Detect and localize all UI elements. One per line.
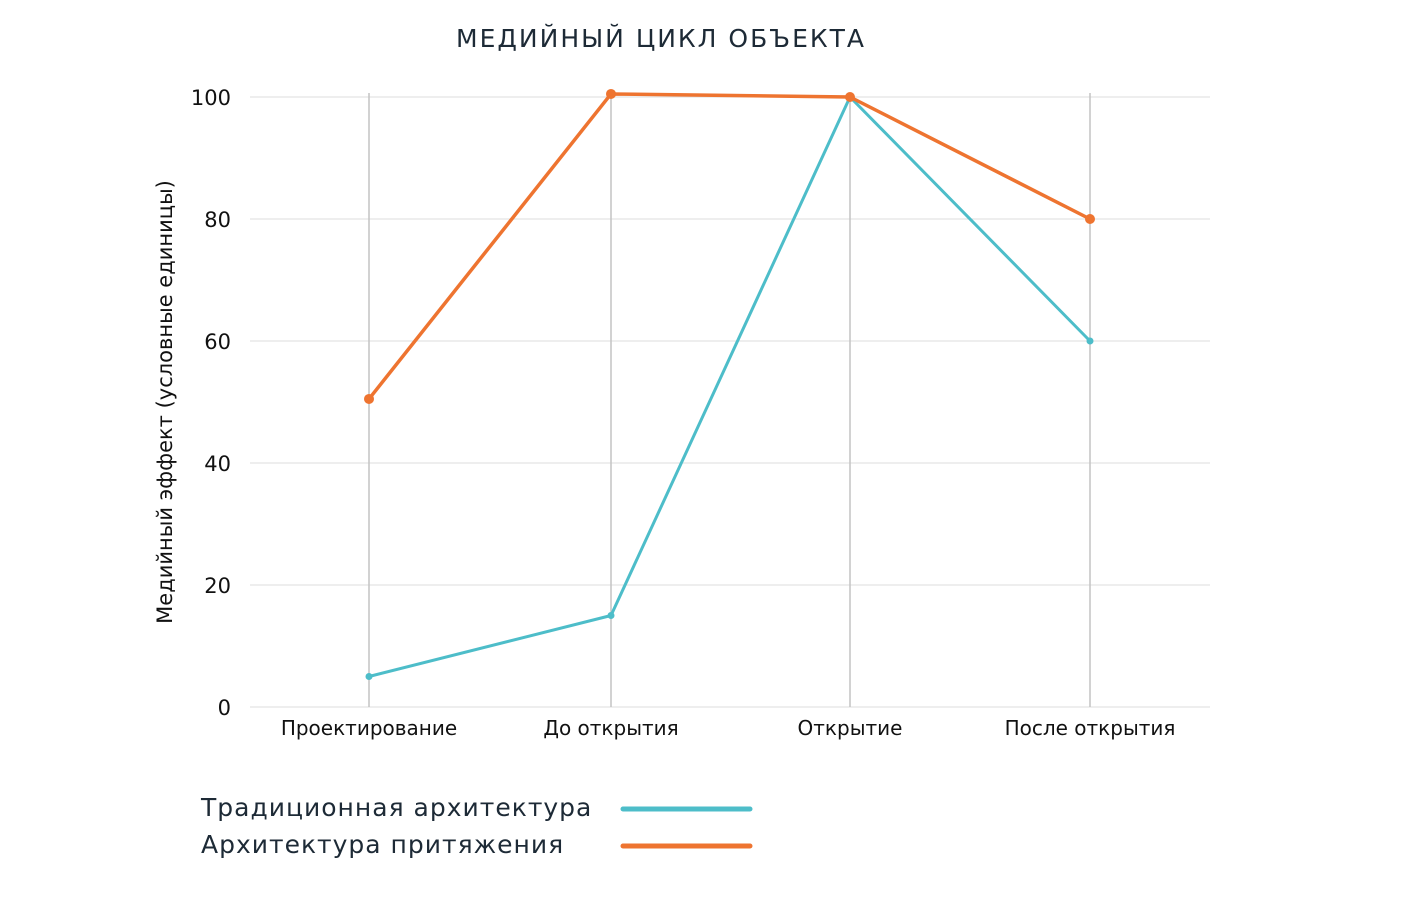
y-tick-label: 80 xyxy=(204,208,231,232)
data-point xyxy=(845,92,855,102)
grid xyxy=(250,93,1210,708)
x-tick-label: До открытия xyxy=(543,716,678,740)
x-tick-labels: Проектирование До открытия Открытие После о… xyxy=(281,716,1176,740)
x-tick-label: После открытия xyxy=(1005,716,1176,740)
legend: Традиционная архитектура Архитектура прит… xyxy=(200,793,753,859)
x-tick-label: Открытие xyxy=(798,716,903,740)
legend-label: Традиционная архитектура xyxy=(200,793,592,822)
series-line xyxy=(367,95,1092,678)
y-tick-label: 60 xyxy=(204,330,231,354)
y-tick-label: 0 xyxy=(218,696,231,720)
chart-title: МЕДИЙНЫЙ ЦИКЛ ОБЪЕКТА xyxy=(456,24,866,53)
y-tick-label: 40 xyxy=(204,452,231,476)
y-tick-label: 20 xyxy=(204,574,231,598)
y-tick-labels: 0 20 40 60 80 100 xyxy=(191,86,231,720)
y-tick-label: 100 xyxy=(191,86,231,110)
data-point xyxy=(1086,337,1094,345)
data-point xyxy=(606,88,616,99)
data-point xyxy=(364,393,374,404)
x-tick-label: Проектирование xyxy=(281,716,457,740)
series-lines xyxy=(364,88,1095,680)
series-line xyxy=(367,92,1092,401)
data-point xyxy=(365,673,373,680)
y-axis-label: Медийный эффект (условные единицы) xyxy=(153,180,177,624)
data-point xyxy=(1085,214,1095,224)
data-point xyxy=(607,612,615,619)
legend-label: Архитектура притяжения xyxy=(201,830,564,859)
